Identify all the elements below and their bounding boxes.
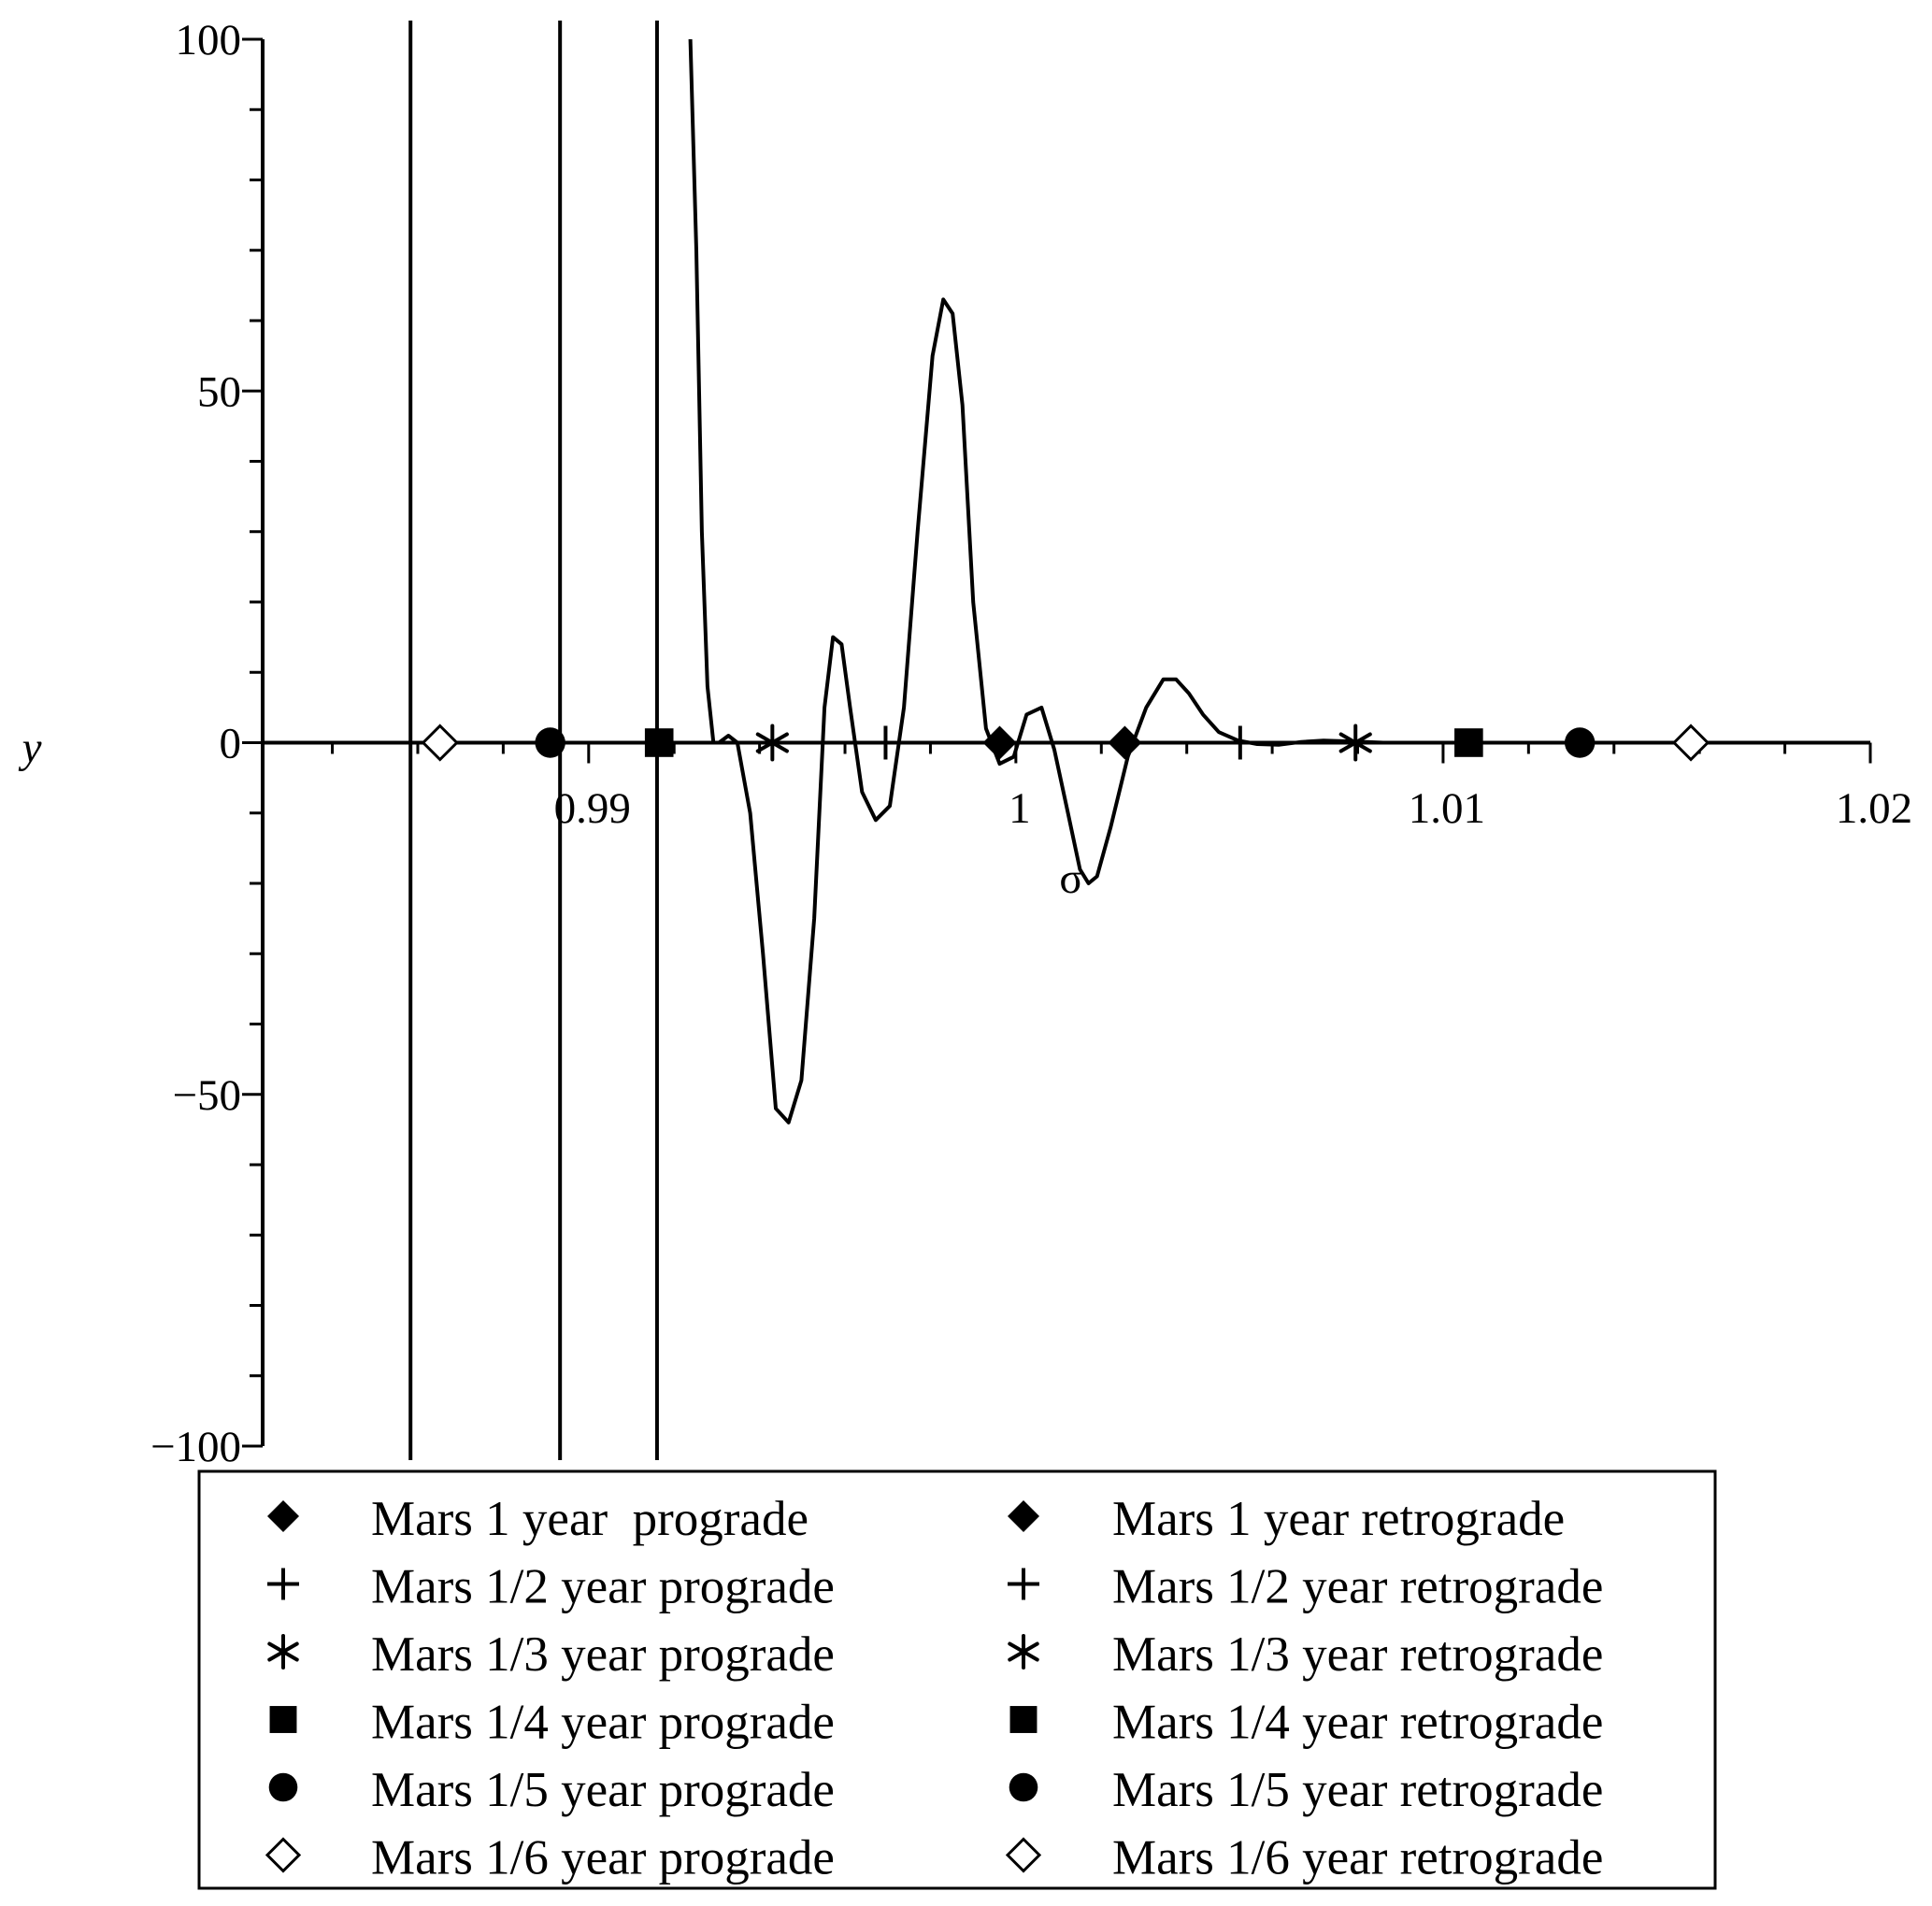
asterisk-arm <box>281 1650 299 1662</box>
diamond-open-shape <box>1005 1837 1042 1873</box>
data-marker-circle <box>535 727 565 758</box>
data-marker-circle <box>1564 727 1596 758</box>
diamond-open-shape <box>265 1837 302 1873</box>
circle-shape <box>1564 727 1596 758</box>
asterisk-arm <box>267 1650 285 1662</box>
data-marker-square <box>1454 728 1483 757</box>
diamond-shape <box>1108 725 1142 760</box>
x-tick-label: 1.01 <box>1409 784 1485 833</box>
square-shape <box>644 728 674 757</box>
asterisk-arm <box>1353 732 1372 745</box>
legend-icon-circle <box>1009 1772 1038 1802</box>
legend-icon-diamond <box>1008 1500 1039 1532</box>
x-tick-label: 1 <box>1009 784 1031 833</box>
square-shape <box>1454 728 1483 757</box>
data-marker-diamond-open <box>1671 724 1710 762</box>
asterisk-arm <box>1008 1641 1025 1654</box>
y-tick-label: 50 <box>197 367 241 416</box>
asterisk-arm <box>770 740 789 753</box>
data-marker-diamond <box>1108 725 1142 760</box>
legend-icon-asterisk <box>1008 1634 1039 1670</box>
legend-icon-diamond-open <box>265 1837 302 1873</box>
x-tick-label: 1.02 <box>1836 784 1912 833</box>
square-shape <box>1009 1706 1038 1733</box>
asterisk-arm <box>1022 1641 1039 1654</box>
asterisk-arm <box>1338 732 1358 745</box>
legend-label: Mars 1 year retrograde <box>1112 1492 1565 1546</box>
circle-shape <box>535 727 565 758</box>
data-marker-asterisk <box>1338 724 1372 762</box>
asterisk-arm <box>1353 740 1372 753</box>
x-tick-label: 0.99 <box>554 784 631 833</box>
legend-label: Mars 1/5 year prograde <box>371 1763 835 1817</box>
asterisk-arm <box>755 732 775 745</box>
diamond-shape <box>1008 1500 1039 1532</box>
curve-layer <box>688 38 1870 1125</box>
legend-label: Mars 1/4 year retrograde <box>1112 1696 1603 1750</box>
legend-icon-square <box>269 1706 297 1733</box>
square-shape <box>269 1706 297 1733</box>
data-marker-asterisk <box>755 724 789 762</box>
legend-label: Mars 1/4 year prograde <box>371 1696 835 1750</box>
asterisk-arm <box>1022 1650 1039 1662</box>
diamond-open-shape <box>421 724 459 762</box>
legend-icon-diamond-open <box>1005 1837 1042 1873</box>
asterisk-arm <box>267 1641 285 1654</box>
legend-icon-square <box>1009 1706 1038 1733</box>
legend-label: Mars 1/2 year retrograde <box>1112 1560 1603 1614</box>
legend-label: Mars 1 year prograde <box>371 1492 809 1546</box>
legend-label: Mars 1/6 year prograde <box>371 1831 835 1885</box>
y-axis-label: y <box>19 724 42 772</box>
data-marker-plus <box>1223 725 1257 760</box>
data-marker-square <box>644 728 674 757</box>
asterisk-arm <box>1338 740 1358 753</box>
data-marker-plus <box>868 725 903 760</box>
legend-icon-plus <box>1008 1568 1039 1600</box>
legend-label: Mars 1/2 year prograde <box>371 1560 835 1614</box>
asterisk-arm <box>755 740 775 753</box>
markers <box>421 724 1710 762</box>
data-marker-diamond <box>982 725 1017 760</box>
diamond-shape <box>267 1500 299 1532</box>
legend-label: Mars 1/3 year prograde <box>371 1627 835 1682</box>
legend-label: Mars 1/5 year retrograde <box>1112 1763 1603 1817</box>
asterisk-arm <box>281 1641 299 1654</box>
data-marker-diamond-open <box>421 724 459 762</box>
legend-icon-asterisk <box>267 1634 299 1670</box>
legend: Mars 1 year prograde Mars 1 year retrogra… <box>197 1469 1717 1890</box>
legend-label: Mars 1/6 year retrograde <box>1112 1831 1603 1885</box>
y-tick-label: −50 <box>172 1071 241 1120</box>
asterisk-arm <box>1008 1650 1025 1662</box>
legend-icon-circle <box>268 1772 298 1802</box>
y-tick-label: −100 <box>150 1423 241 1471</box>
y-tick-label: 0 <box>220 720 242 768</box>
legend-label: Mars 1/3 year retrograde <box>1112 1627 1603 1682</box>
legend-icon-plus <box>267 1568 299 1600</box>
asterisk-arm <box>770 732 789 745</box>
curve-line <box>688 38 1870 1125</box>
circle-shape <box>268 1772 298 1802</box>
diamond-shape <box>982 725 1017 760</box>
circle-shape <box>1009 1772 1038 1802</box>
y-tick-label: 100 <box>176 16 242 64</box>
legend-box <box>197 1469 1717 1890</box>
diamond-open-shape <box>1671 724 1710 762</box>
legend-icon-diamond <box>267 1500 299 1532</box>
